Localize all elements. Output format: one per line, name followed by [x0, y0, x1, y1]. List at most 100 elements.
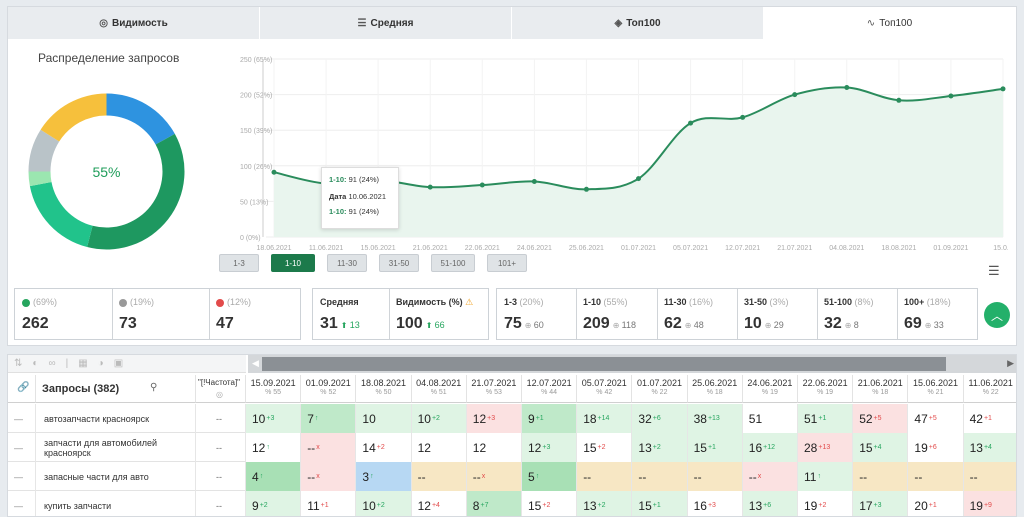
data-point[interactable]: [636, 176, 641, 182]
data-point[interactable]: [948, 93, 954, 99]
position-cell[interactable]: --: [577, 462, 633, 491]
date-col-header[interactable]: 21.06.2021% 18: [853, 375, 909, 403]
range-button-1[interactable]: 1-10: [271, 254, 315, 272]
link-icon[interactable]: ∞: [48, 358, 56, 369]
tab-2[interactable]: ◈ Топ100: [512, 7, 764, 39]
position-cell[interactable]: 7 ↑: [301, 404, 357, 433]
sort-icon[interactable]: ⇅: [14, 358, 23, 369]
position-cell[interactable]: 19 +2: [798, 491, 854, 516]
table-row[interactable]: — запасные части для авто -- 4 ↑ -- x 3 ↑ -- -- x 5 ↑…: [8, 462, 1016, 491]
position-cell[interactable]: 13 +4: [963, 433, 1016, 462]
position-cell[interactable]: 32 +6: [632, 404, 688, 433]
position-cell[interactable]: 12 +4: [411, 491, 467, 516]
donut-segment-4[interactable]: [28, 129, 60, 172]
image-icon[interactable]: ▣: [113, 358, 124, 369]
table-row[interactable]: — запчасти для автомобилей красноярск -- 12…: [8, 433, 1016, 462]
position-cell[interactable]: 14 +2: [356, 433, 412, 462]
position-cell[interactable]: 10 +3: [246, 404, 302, 433]
position-cell[interactable]: 5 ↑: [522, 462, 578, 491]
search-icon[interactable]: ⚲: [150, 382, 158, 393]
date-col-header[interactable]: 25.06.2021% 18: [687, 375, 743, 403]
data-point[interactable]: [688, 120, 694, 126]
position-cell[interactable]: -- x: [742, 462, 798, 491]
date-col-header[interactable]: 01.09.2021% 52: [301, 375, 357, 403]
date-col-header[interactable]: 15.06.2021% 21: [908, 375, 964, 403]
position-cell[interactable]: 42 +1: [963, 404, 1016, 433]
position-cell[interactable]: --: [411, 462, 467, 491]
position-cell[interactable]: 12 +3: [466, 404, 522, 433]
data-point[interactable]: [583, 186, 589, 192]
position-cell[interactable]: 11 +1: [301, 491, 357, 516]
query-cell[interactable]: автозапчасти красноярск: [36, 404, 196, 433]
position-cell[interactable]: -- x: [301, 462, 357, 491]
position-cell[interactable]: 10 +2: [411, 404, 467, 433]
donut-segment-2[interactable]: [29, 181, 93, 248]
scroll-left-icon[interactable]: ◀: [252, 358, 259, 368]
data-point[interactable]: [740, 114, 746, 120]
date-col-header[interactable]: 01.07.2021% 22: [632, 375, 688, 403]
position-cell[interactable]: 19 +9: [963, 491, 1016, 516]
query-cell[interactable]: запчасти для автомобилей красноярск: [36, 433, 196, 462]
query-cell[interactable]: купить запчасти: [36, 491, 196, 516]
position-cell[interactable]: -- x: [466, 462, 522, 491]
position-cell[interactable]: 9 +2: [246, 491, 302, 516]
position-cell[interactable]: 51: [742, 404, 798, 433]
position-cell[interactable]: 17 +3: [853, 491, 909, 516]
donut-segment-3[interactable]: [28, 171, 52, 187]
range-button-0[interactable]: 1-3: [219, 254, 259, 272]
row-handle[interactable]: —: [8, 433, 36, 462]
position-cell[interactable]: 15 +2: [577, 433, 633, 462]
hamburger-menu-icon[interactable]: ☰: [988, 263, 1000, 278]
position-cell[interactable]: --: [632, 462, 688, 491]
position-cell[interactable]: 15 +1: [687, 433, 743, 462]
date-col-header[interactable]: 24.06.2021% 19: [742, 375, 798, 403]
position-cell[interactable]: 51 +1: [798, 404, 854, 433]
tab-0[interactable]: ◎ Видимость: [8, 7, 260, 39]
position-cell[interactable]: 10 +2: [356, 491, 412, 516]
position-cell[interactable]: 28 +13: [798, 433, 854, 462]
position-cell[interactable]: 18 +14: [577, 404, 633, 433]
position-cell[interactable]: 10: [356, 404, 412, 433]
position-cell[interactable]: -- x: [301, 433, 357, 462]
data-point[interactable]: [271, 169, 277, 175]
position-cell[interactable]: 13 +6: [742, 491, 798, 516]
warning-icon[interactable]: ⚠: [462, 297, 474, 307]
position-cell[interactable]: 15 +4: [853, 433, 909, 462]
row-handle[interactable]: —: [8, 462, 36, 491]
position-cell[interactable]: --: [908, 462, 964, 491]
position-cell[interactable]: 19 +6: [908, 433, 964, 462]
position-cell[interactable]: --: [963, 462, 1016, 491]
data-point[interactable]: [896, 97, 902, 103]
range-button-2[interactable]: 11-30: [327, 254, 367, 272]
position-cell[interactable]: 13 +2: [632, 433, 688, 462]
position-cell[interactable]: 13 +2: [577, 491, 633, 516]
position-cell[interactable]: 16 +3: [687, 491, 743, 516]
freq-col-header[interactable]: "[!Частота]" ◎: [196, 375, 246, 403]
table-row[interactable]: — купить запчасти -- 9 +2 11 +1 10 +2 12 +4 8 +7 15 +2…: [8, 491, 1016, 516]
date-col-header[interactable]: 18.08.2021% 50: [356, 375, 412, 403]
position-cell[interactable]: 4 ↑: [246, 462, 302, 491]
data-point[interactable]: [531, 178, 537, 184]
row-handle[interactable]: —: [8, 491, 36, 516]
row-handle[interactable]: —: [8, 404, 36, 433]
table-row[interactable]: — автозапчасти красноярск -- 10 +3 7 ↑ 10 10 +2 12…: [8, 404, 1016, 433]
range-button-4[interactable]: 51-100: [431, 254, 475, 272]
position-cell[interactable]: 47 +5: [908, 404, 964, 433]
tab-1[interactable]: ☰ Средняя: [260, 7, 512, 39]
position-cell[interactable]: 12: [466, 433, 522, 462]
donut-segment-1[interactable]: [87, 133, 185, 250]
position-cell[interactable]: 9 +1: [522, 404, 578, 433]
position-cell[interactable]: 12: [411, 433, 467, 462]
position-cell[interactable]: --: [687, 462, 743, 491]
date-col-header[interactable]: 15.09.2021% 55: [246, 375, 302, 403]
position-cell[interactable]: 52 +5: [853, 404, 909, 433]
position-cell[interactable]: 11 ↑: [798, 462, 854, 491]
position-cell[interactable]: 3 ↑: [356, 462, 412, 491]
contrast-icon[interactable]: ◑: [97, 358, 104, 369]
donut-segment-5[interactable]: [40, 93, 107, 142]
toggle-icon[interactable]: ◐: [32, 358, 39, 369]
data-point[interactable]: [792, 92, 798, 98]
donut-segment-0[interactable]: [106, 93, 175, 145]
query-col-header[interactable]: Запросы (382) ⚲: [36, 375, 196, 403]
date-col-header[interactable]: 21.07.2021% 53: [466, 375, 522, 403]
